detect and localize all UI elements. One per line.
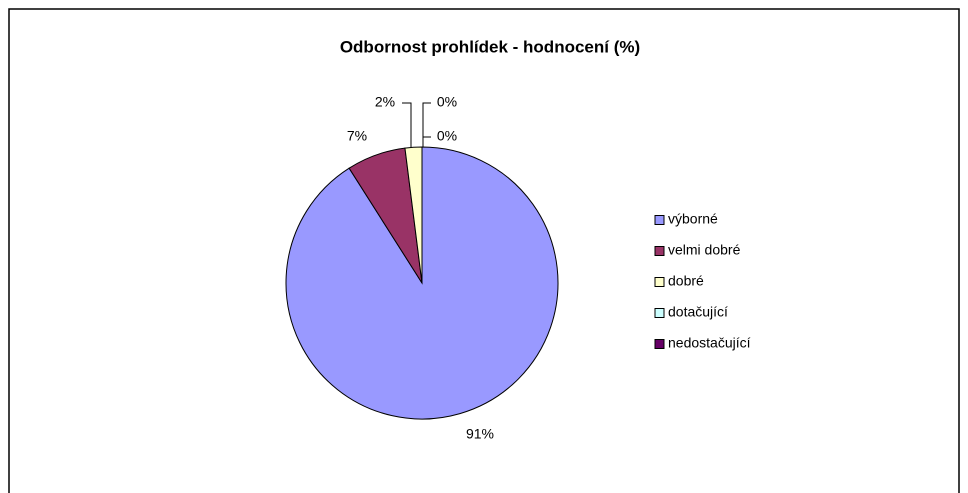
legend-swatch [654,215,665,225]
data-label: 0% [437,94,457,110]
leader-line [422,102,431,150]
leader-lines [402,102,431,150]
legend-swatch [654,277,665,287]
leader-line [402,102,412,150]
chart-frame [8,8,960,493]
data-label: 2% [375,94,395,110]
legend-label: výborné [668,211,718,227]
legend-swatch [654,308,665,318]
legend-swatch [654,246,665,256]
legend-label: dotačující [668,304,728,320]
chart-title: Odbornost prohlídek - hodnocení (%) [340,37,640,56]
legend-label: nedostačující [668,335,751,351]
data-label: 0% [437,128,457,144]
data-label: 7% [347,128,367,144]
pie-slice [285,146,559,420]
data-label: 91% [466,426,494,442]
legend-swatch [654,339,665,349]
legend-label: dobré [668,273,704,289]
legend-label: velmi dobré [668,242,741,258]
